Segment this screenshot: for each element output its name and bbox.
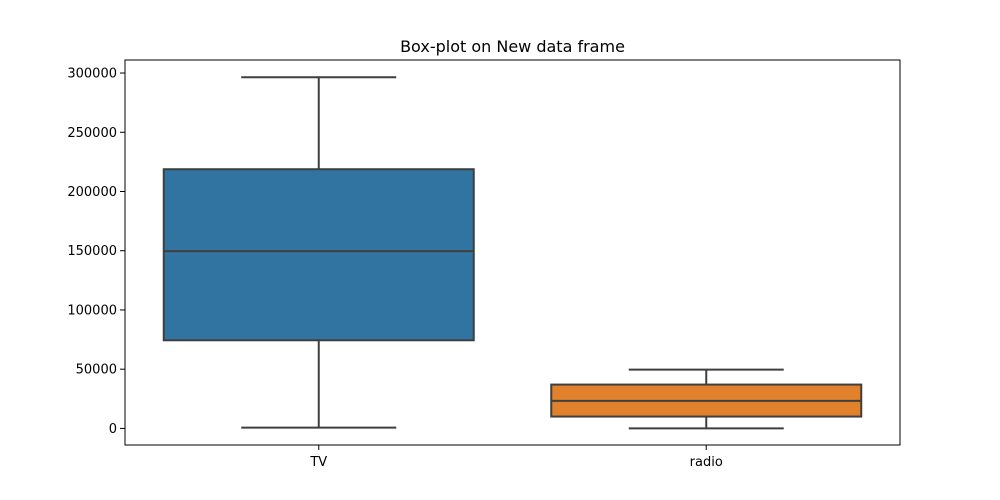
y-tick-label: 50000 [76, 363, 117, 378]
box-body [162, 168, 475, 342]
chart-title: Box-plot on New data frame [400, 37, 625, 56]
y-tick-label: 100000 [67, 303, 117, 318]
box-radio [550, 368, 863, 430]
x-tick-label: TV [309, 455, 327, 470]
y-tick-label: 150000 [67, 244, 117, 259]
y-tick-label: 200000 [67, 185, 117, 200]
box-tv [162, 76, 475, 429]
x-tick-label: radio [690, 455, 723, 470]
x-axis: TV radio [309, 445, 723, 470]
plot-area [162, 76, 863, 430]
y-tick-label: 0 [109, 422, 117, 437]
y-tick-label: 300000 [67, 67, 117, 82]
y-tick-label: 250000 [67, 126, 117, 141]
y-axis: 0 50000 100000 150000 200000 250000 300000 [67, 67, 125, 437]
axes-frame [124, 59, 901, 446]
